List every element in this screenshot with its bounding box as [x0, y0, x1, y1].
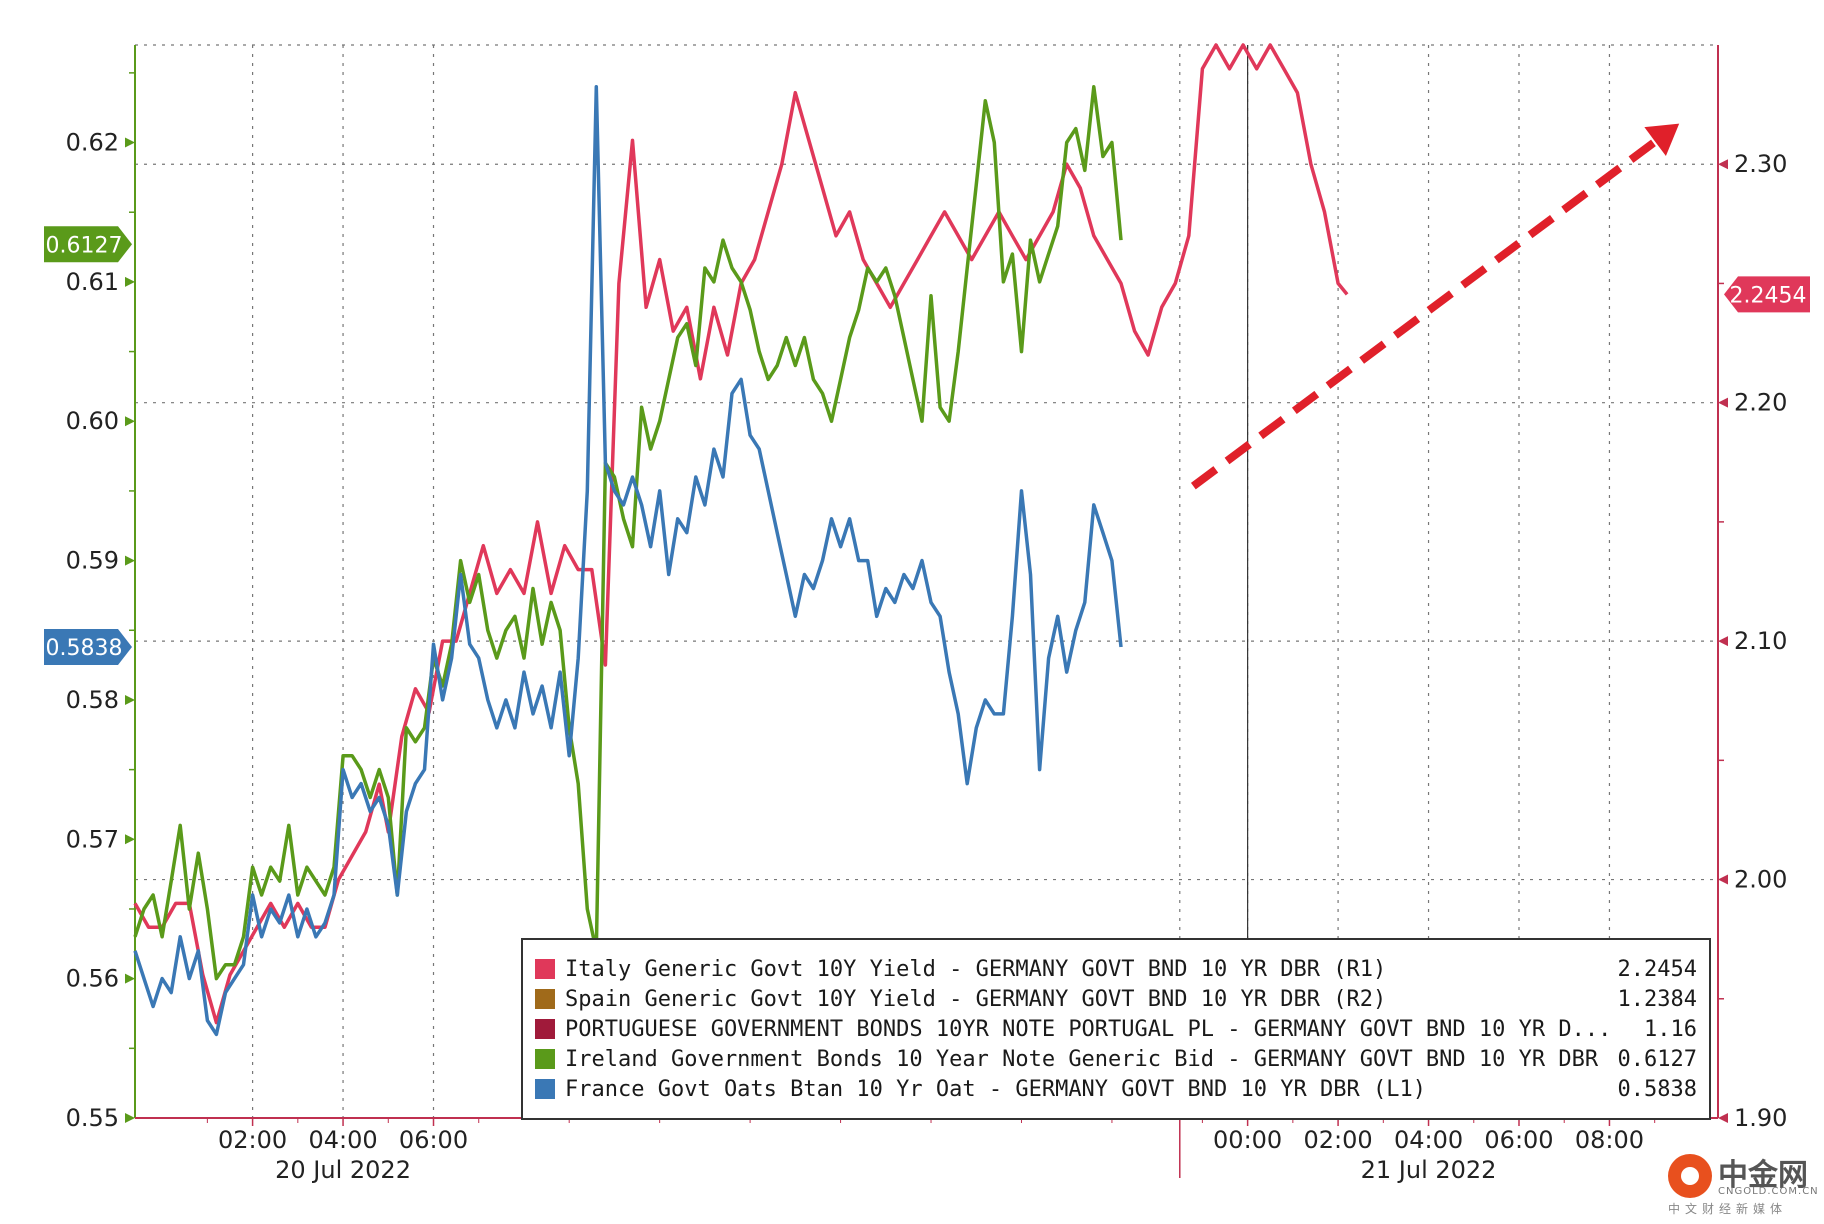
x-tick-label: 06:00	[1484, 1126, 1553, 1154]
legend-label-italy: Italy Generic Govt 10Y Yield - GERMANY G…	[565, 956, 1387, 982]
legend-value-portugal: 1.16	[1644, 1016, 1697, 1042]
left-tick-mark	[125, 276, 135, 287]
x-tick-label: 02:00	[218, 1126, 287, 1154]
badge-bg-1	[44, 628, 132, 665]
x-tick-label: 08:00	[1575, 1126, 1644, 1154]
series-line-0	[133, 43, 1349, 1025]
legend-row-ireland: Ireland Government Bonds 10 Year Note Ge…	[535, 1044, 1697, 1074]
left-tick-mark	[125, 834, 135, 845]
watermark-logo-icon	[1668, 1154, 1712, 1198]
trend-arrow-line	[1190, 138, 1658, 490]
legend-swatch-italy	[535, 959, 555, 979]
legend: Italy Generic Govt 10Y Yield - GERMANY G…	[521, 938, 1711, 1120]
x-tick-label: 04:00	[308, 1126, 377, 1154]
x-tick-label: 02:00	[1303, 1126, 1372, 1154]
watermark-name: 中金网	[1718, 1158, 1808, 1193]
legend-row-spain: Spain Generic Govt 10Y Yield - GERMANY G…	[535, 984, 1697, 1014]
right-tick-mark	[1718, 874, 1728, 885]
left-tick-label: 0.61	[66, 268, 119, 296]
right-tick-label: 2.20	[1734, 389, 1787, 417]
legend-row-italy: Italy Generic Govt 10Y Yield - GERMANY G…	[535, 954, 1697, 984]
right-tick-mark	[1718, 159, 1728, 170]
series-layer	[133, 43, 1349, 1037]
x-date-label: 21 Jul 2022	[1361, 1156, 1497, 1184]
left-tick-mark	[125, 973, 135, 984]
left-tick-mark	[125, 555, 135, 566]
badge-bg-0	[44, 226, 132, 263]
left-tick-label: 0.59	[66, 547, 119, 575]
left-tick-label: 0.62	[66, 129, 119, 157]
series-line-3	[133, 85, 1123, 981]
badge-bg-2	[1724, 276, 1810, 313]
right-tick-label: 2.30	[1734, 150, 1787, 178]
x-axis: 02:00 04:00 06:00 00:00 02:00 04:00 06:00 08:00…	[206, 1118, 1656, 1184]
badge-label-2: 2.2454	[1730, 283, 1807, 308]
left-axis: 0.55 0.56 0.57 0.58 0.59 0.60 0.61 0.62	[66, 72, 135, 1132]
legend-swatch-france	[535, 1079, 555, 1099]
left-tick-label: 0.56	[66, 965, 119, 993]
left-tick-mark	[125, 137, 135, 148]
right-tick-mark	[1718, 636, 1728, 647]
legend-label-ireland: Ireland Government Bonds 10 Year Note Ge…	[565, 1046, 1608, 1072]
badge-label-1: 0.5838	[46, 636, 123, 661]
series-line-4	[133, 85, 1123, 1037]
left-tick-label: 0.57	[66, 825, 119, 853]
legend-swatch-spain	[535, 989, 555, 1009]
watermark: 中金网 CNGOLD.COM.CN 中文财经新媒体	[1668, 1150, 1818, 1216]
watermark-subtitle: 中文财经新媒体	[1668, 1202, 1788, 1216]
right-axis: 1.90 2.00 2.10 2.20 2.30	[1718, 150, 1787, 1132]
legend-value-ireland: 0.6127	[1617, 1046, 1697, 1072]
watermark-url: CNGOLD.COM.CN	[1718, 1186, 1819, 1197]
right-tick-label: 2.10	[1734, 627, 1787, 655]
left-tick-mark	[125, 1113, 135, 1123]
x-tick-label: 00:00	[1213, 1126, 1282, 1154]
x-date-label: 20 Jul 2022	[275, 1156, 411, 1184]
legend-row-france: France Govt Oats Btan 10 Yr Oat - GERMAN…	[535, 1074, 1697, 1104]
left-tick-mark	[125, 694, 135, 705]
legend-label-portugal: PORTUGUESE GOVERNMENT BONDS 10YR NOTE PO…	[565, 1016, 1612, 1042]
badge-label-0: 0.6127	[46, 233, 123, 258]
legend-row-portugal: PORTUGUESE GOVERNMENT BONDS 10YR NOTE PO…	[535, 1014, 1697, 1044]
legend-label-spain: Spain Generic Govt 10Y Yield - GERMANY G…	[565, 986, 1387, 1012]
x-tick-label: 04:00	[1394, 1126, 1463, 1154]
legend-swatch-portugal	[535, 1019, 555, 1039]
left-tick-mark	[125, 416, 135, 427]
left-tick-label: 0.55	[66, 1104, 119, 1132]
legend-value-spain: 1.2384	[1617, 986, 1697, 1012]
legend-value-france: 0.5838	[1617, 1076, 1697, 1102]
left-tick-label: 0.58	[66, 686, 119, 714]
trend-arrow-head	[1644, 123, 1680, 157]
legend-value-italy: 2.2454	[1617, 956, 1697, 982]
x-tick-label: 06:00	[399, 1126, 468, 1154]
legend-swatch-ireland	[535, 1049, 555, 1069]
last-value-badges: 0.6127 0.5838 2.2454	[44, 226, 1810, 665]
right-tick-label: 1.90	[1734, 1104, 1787, 1132]
right-tick-mark	[1718, 397, 1728, 408]
trend-arrow	[1190, 123, 1680, 490]
legend-label-france: France Govt Oats Btan 10 Yr Oat - GERMAN…	[565, 1076, 1426, 1102]
left-tick-label: 0.60	[66, 407, 119, 435]
right-tick-mark	[1718, 1113, 1728, 1123]
right-tick-label: 2.00	[1734, 866, 1787, 894]
